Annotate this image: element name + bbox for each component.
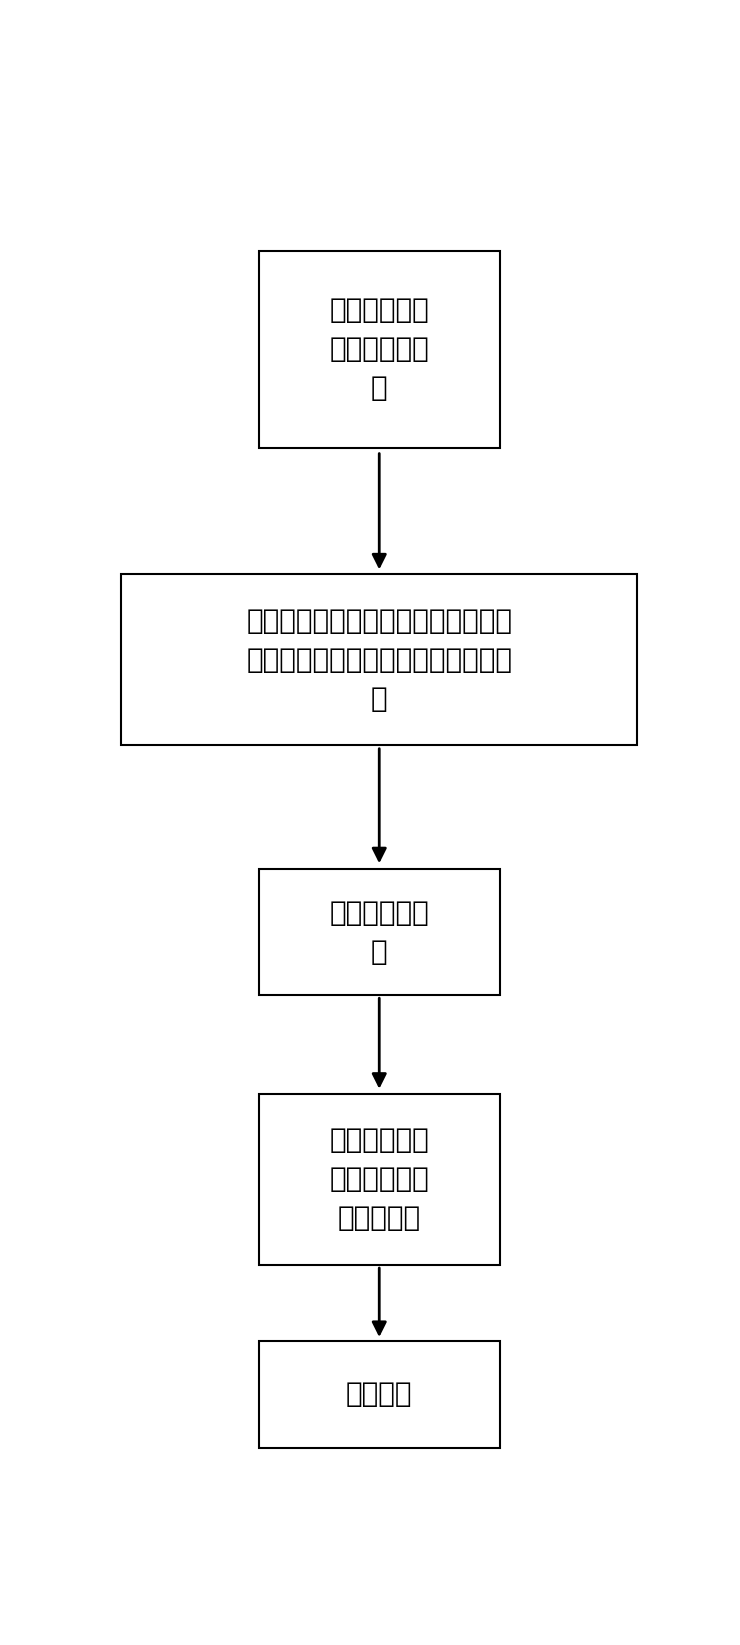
- Text: 建立扰动观测
器: 建立扰动观测 器: [329, 898, 429, 966]
- Text: 仿真研究: 仿真研究: [346, 1380, 412, 1408]
- Bar: [259, 1094, 500, 1265]
- Bar: [121, 574, 637, 745]
- Text: 根据传统的数学模型建立更一般的具
有未知参数和不匹配扰动的非线性系
统: 根据传统的数学模型建立更一般的具 有未知参数和不匹配扰动的非线性系 统: [246, 607, 512, 712]
- Text: 机械臂系统的
传统的数学模
型: 机械臂系统的 传统的数学模 型: [329, 296, 429, 403]
- Bar: [259, 252, 500, 447]
- Bar: [259, 869, 500, 995]
- Bar: [259, 1341, 500, 1448]
- Text: 建立自适应控
制器；并进行
稳定性分析: 建立自适应控 制器；并进行 稳定性分析: [329, 1127, 429, 1232]
